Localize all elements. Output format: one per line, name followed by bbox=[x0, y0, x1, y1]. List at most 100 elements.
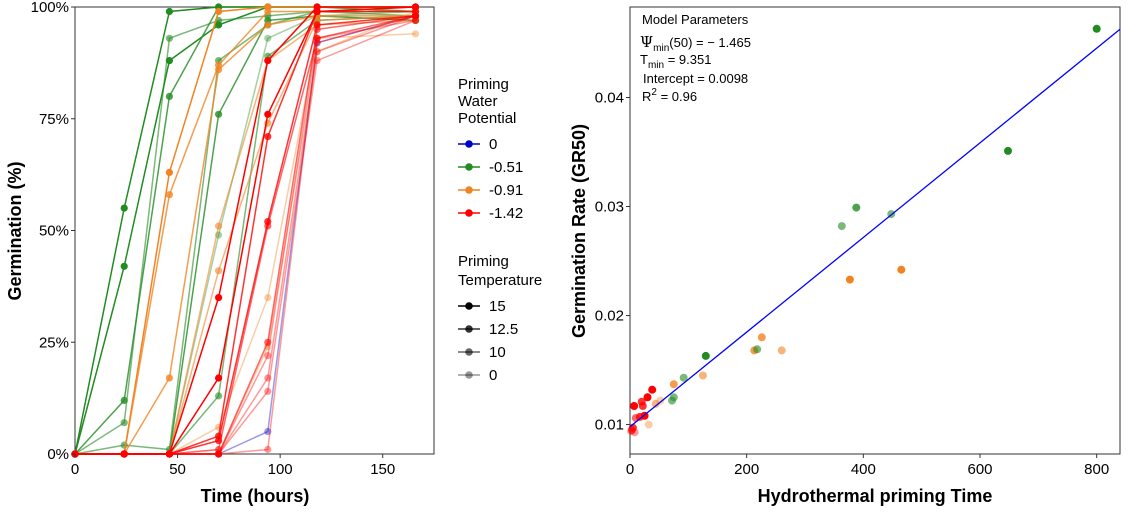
legend-wp-keys bbox=[458, 140, 480, 217]
right-y-tick-label-1: 0.02 bbox=[595, 308, 624, 325]
right-plot-panel bbox=[629, 6, 1121, 455]
left-plot-panel bbox=[74, 6, 435, 455]
left-y-axis-title: Germination (%) bbox=[5, 161, 25, 300]
left-point-11-3 bbox=[215, 66, 223, 74]
left-series-line-22 bbox=[75, 19, 416, 455]
left-series-group bbox=[71, 3, 420, 458]
right-point-2 bbox=[852, 203, 861, 212]
left-point-12-3 bbox=[215, 222, 223, 230]
right-point-0 bbox=[1092, 24, 1101, 33]
left-point-7-4 bbox=[264, 34, 272, 42]
left-point-20-4 bbox=[264, 222, 272, 230]
left-point-18-4 bbox=[264, 133, 272, 141]
left-x-tick-label-1: 50 bbox=[169, 461, 186, 478]
left-point-22-4 bbox=[264, 352, 272, 360]
left-y-axis-ticks: 0% 25% 50% 75% 100% bbox=[31, 0, 75, 463]
annotation-r2-value: = 0.96 bbox=[657, 89, 697, 104]
right-point-22 bbox=[638, 402, 647, 410]
left-point-22-3 bbox=[215, 450, 223, 458]
legend-wp-key-dot-3 bbox=[465, 209, 473, 217]
left-point-14-6 bbox=[411, 30, 420, 38]
left-point-24-5 bbox=[313, 57, 321, 65]
annotation-tmin-sub: min bbox=[648, 60, 664, 71]
left-point-23-1 bbox=[120, 450, 128, 458]
annotation-tmin-value: = 9.351 bbox=[664, 52, 711, 67]
left-point-16-4 bbox=[264, 57, 272, 65]
right-point-16 bbox=[668, 396, 676, 405]
annotation-psi: Ψmin(50) = − 1.465 bbox=[640, 33, 751, 54]
legend-wp-item-0: 0 bbox=[489, 136, 497, 153]
right-point-20 bbox=[643, 393, 652, 402]
left-series-line-24 bbox=[75, 19, 416, 455]
annotation-intercept: Intercept = 0.0098 bbox=[643, 71, 748, 86]
left-x-tick-label-0: 0 bbox=[71, 461, 79, 478]
left-y-tick-label-1: 25% bbox=[39, 334, 69, 351]
legend-temp-item-15: 15 bbox=[489, 298, 506, 315]
left-point-21-1 bbox=[120, 450, 128, 458]
right-x-tick-label-4: 800 bbox=[1084, 461, 1109, 478]
left-point-25-6 bbox=[411, 12, 420, 20]
left-point-4-2 bbox=[165, 34, 173, 42]
left-point-17-3 bbox=[215, 374, 223, 382]
left-point-23-2 bbox=[165, 450, 173, 458]
legend-water-potential: Priming Water Potential 0 -0.51 -0.91 -1… bbox=[458, 76, 523, 222]
legend-wp-key-dot-0 bbox=[465, 140, 473, 148]
right-point-5 bbox=[897, 265, 906, 274]
legend-wp-item-051: -0.51 bbox=[489, 159, 523, 176]
legend-wp-item-142: -1.42 bbox=[489, 205, 523, 222]
left-y-tick-label-3: 75% bbox=[39, 111, 69, 128]
right-x-tick-label-2: 400 bbox=[851, 461, 876, 478]
left-point-21-4 bbox=[264, 338, 272, 346]
legend-temp-keys bbox=[458, 302, 480, 379]
right-point-12 bbox=[679, 373, 688, 382]
right-y-axis-ticks: 0.01 0.02 0.03 0.04 bbox=[595, 89, 630, 434]
right-point-10 bbox=[753, 345, 762, 354]
legend-temp-title-line-1: Priming bbox=[458, 253, 509, 270]
left-point-25-1 bbox=[120, 450, 128, 458]
annotation-r2-sup: 2 bbox=[651, 87, 657, 98]
legend-wp-item-091: -0.91 bbox=[489, 182, 523, 199]
right-point-19 bbox=[648, 385, 657, 394]
annotation-psi-sub: min bbox=[653, 43, 669, 54]
right-point-31 bbox=[630, 428, 639, 437]
left-point-10-4 bbox=[264, 7, 272, 16]
right-point-18 bbox=[651, 399, 660, 408]
right-point-6 bbox=[845, 275, 854, 284]
right-point-27 bbox=[644, 420, 653, 429]
left-point-11-2 bbox=[165, 374, 173, 382]
legend-temp-title-line-2: Temperature bbox=[458, 272, 542, 289]
right-point-23 bbox=[630, 402, 639, 410]
annotation-psi-symbol: Ψ bbox=[640, 33, 653, 51]
annotation-tmin: Tmin = 9.351 bbox=[640, 52, 711, 71]
left-series-line-23 bbox=[75, 15, 416, 455]
left-point-24-2 bbox=[165, 450, 173, 458]
left-point-21-2 bbox=[165, 450, 173, 458]
left-point-1-2 bbox=[165, 7, 173, 16]
left-point-22-5 bbox=[313, 34, 321, 42]
annotation-r2-symbol: R bbox=[642, 89, 651, 104]
right-point-26 bbox=[631, 414, 640, 422]
annotation-title: Model Parameters bbox=[642, 12, 749, 27]
right-y-axis-title: Germination Rate (GR50) bbox=[569, 124, 589, 338]
right-fit-line bbox=[629, 28, 1121, 428]
right-x-axis-ticks: 0 200 400 600 800 bbox=[626, 454, 1109, 478]
legend-temp-item-0: 0 bbox=[489, 367, 497, 384]
left-y-tick-label-2: 50% bbox=[39, 223, 69, 240]
left-point-15-5 bbox=[313, 48, 321, 56]
right-y-tick-label-2: 0.03 bbox=[595, 199, 624, 216]
legend-wp-key-dot-1 bbox=[465, 163, 473, 171]
left-y-tick-label-4: 100% bbox=[31, 0, 69, 16]
left-point-1-1 bbox=[120, 204, 128, 212]
legend-temp-key-dot-3 bbox=[465, 371, 473, 379]
left-point-14-4 bbox=[264, 294, 272, 302]
left-germination-chart: 0 50 100 150 0% 25% 50% 75% 100% Time (hours) G… bbox=[5, 0, 435, 506]
left-point-6-3 bbox=[215, 110, 223, 118]
left-x-axis-ticks: 0 50 100 150 bbox=[71, 454, 395, 478]
left-point-23-4 bbox=[264, 374, 272, 382]
annotation-tmin-symbol: T bbox=[640, 52, 648, 67]
annotation-r2: R2 = 0.96 bbox=[642, 87, 697, 104]
left-point-25-3 bbox=[215, 450, 223, 458]
legend-wp-title-line-1: Priming bbox=[458, 76, 509, 93]
left-point-24-3 bbox=[215, 450, 223, 458]
